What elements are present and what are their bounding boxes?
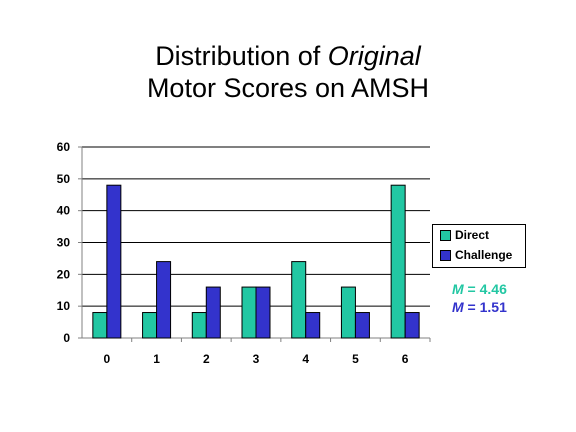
x-tick-label: 0 [104,352,111,366]
title-line-1: Distribution of Original [0,40,576,72]
chart-title: Distribution of Original Motor Scores on… [0,40,576,104]
legend-swatch-direct [440,229,451,241]
mean-stats: M = 4.46 M = 1.51 [452,280,507,316]
title-italic-word: Original [327,41,421,71]
y-tick-label: 40 [57,204,71,218]
bar-direct [340,286,356,339]
bar-direct [142,312,158,339]
bar-direct [191,312,207,339]
legend-item-challenge: Challenge [433,245,525,265]
mean-direct-value: = 4.46 [463,281,507,297]
legend-item-direct: Direct [433,225,525,245]
bar-challenge [205,286,221,339]
title-part-1: Distribution of [155,41,328,71]
y-tick-label: 10 [57,299,71,313]
y-tick-label: 20 [57,267,71,281]
bar-challenge [404,312,420,339]
x-tick-label: 1 [153,352,160,366]
bar-challenge [255,286,271,339]
title-line-2: Motor Scores on AMSH [146,73,430,103]
mean-challenge-value: = 1.51 [463,299,507,315]
legend-label-challenge: Challenge [455,248,513,262]
bar-challenge [156,261,172,339]
mean-direct-label: M [452,281,464,297]
mean-direct: M = 4.46 [452,280,507,298]
bar-direct [390,184,406,339]
y-tick-label: 30 [57,236,71,250]
bar-direct [92,312,108,339]
x-tick-label: 5 [352,352,359,366]
bar-direct [291,261,307,339]
bar-direct [241,286,257,339]
x-tick-label: 6 [402,352,409,366]
legend-label-direct: Direct [455,228,490,242]
y-tick-label: 0 [63,331,70,345]
y-tick-label: 50 [57,172,71,186]
bar-challenge [354,312,370,339]
x-tick-label: 3 [253,352,260,366]
legend-swatch-challenge [440,249,451,261]
legend: Direct Challenge [432,224,526,268]
mean-challenge-label: M [452,299,464,315]
bar-challenge [106,184,122,339]
x-tick-label: 4 [302,352,309,366]
y-tick-label: 60 [57,140,71,154]
x-tick-label: 2 [203,352,210,366]
mean-challenge: M = 1.51 [452,298,507,316]
bar-challenge [305,312,321,339]
